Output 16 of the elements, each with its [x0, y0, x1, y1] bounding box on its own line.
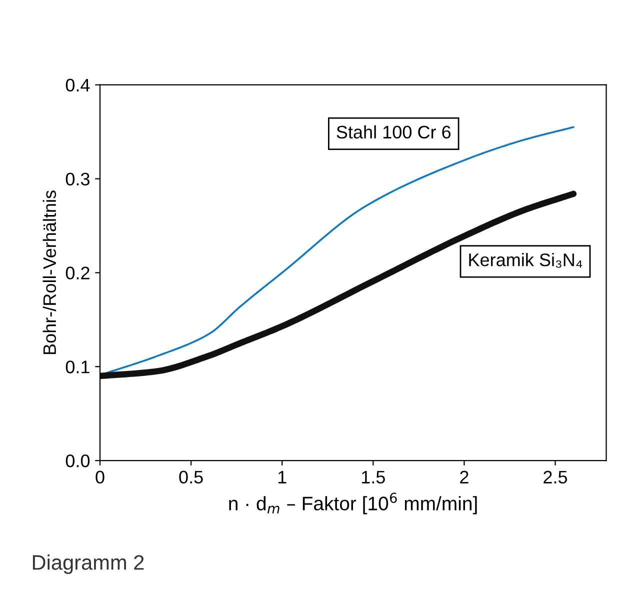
x-tick-label: 0 [96, 470, 104, 484]
x-tick-label: 1.5 [362, 470, 385, 484]
x-tick-label: 1 [278, 470, 286, 484]
y-tick-label: 0.2 [66, 266, 90, 280]
y-tick-label: 0.3 [66, 172, 90, 186]
x-axis-title: n · d$_{m}$ – Faktor [10$^{6}$ mm/min] [229, 492, 477, 514]
x-tick-label: 0.5 [179, 470, 203, 484]
y-tick-label: 0.1 [66, 360, 90, 374]
x-tick-label: 2.5 [544, 470, 568, 484]
y-axis-title: Bohr-/Roll-Verhältnis [42, 190, 56, 354]
y-tick-label: 0.0 [66, 454, 90, 468]
y-tick-label: 0.4 [66, 78, 90, 92]
x-tick-label: 2 [460, 470, 468, 484]
text: Diagramm 2 [32, 554, 144, 574]
series-label: Stahl 100 Cr 6 [336, 125, 451, 139]
series-label: Keramik Si₃N₄ [469, 253, 582, 268]
